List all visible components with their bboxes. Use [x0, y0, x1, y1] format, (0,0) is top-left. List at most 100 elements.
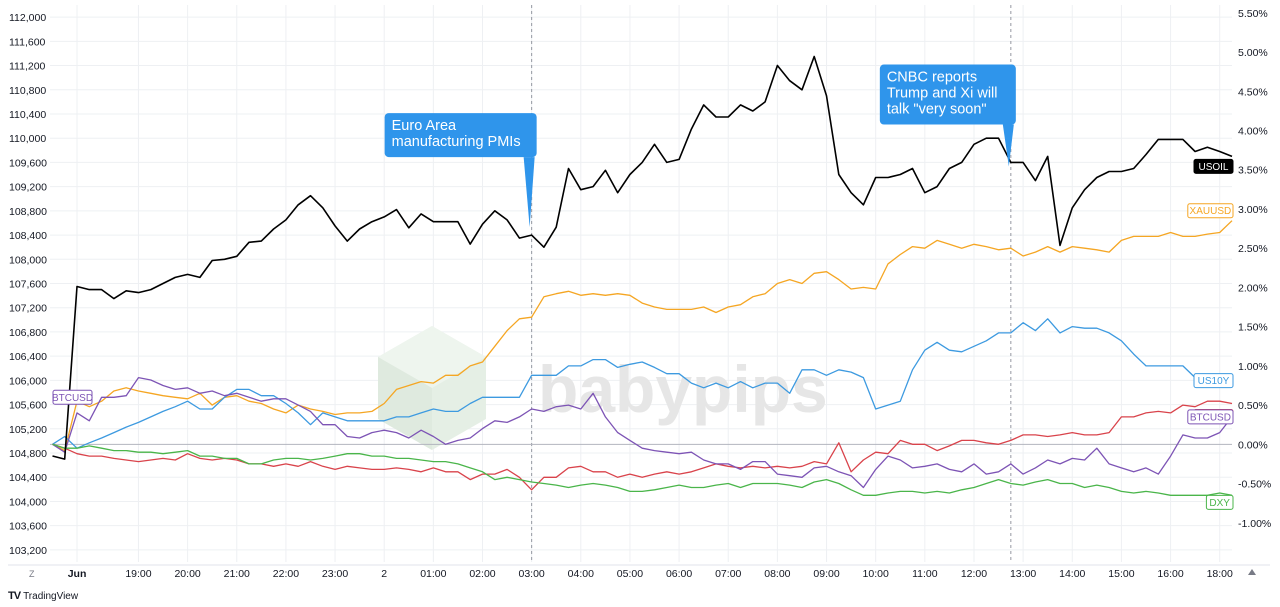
right-axis-tick: 1.00%	[1238, 361, 1268, 373]
time-axis-tick: 18:00	[1207, 568, 1233, 580]
right-axis-tick: 4.50%	[1238, 86, 1268, 98]
time-axis-tick: 12:00	[961, 568, 987, 580]
watermark-text: babypips	[538, 352, 828, 426]
babypips-cube-logo-icon	[378, 326, 486, 450]
right-axis-tick: 3.00%	[1238, 204, 1268, 216]
series-line-us10y	[52, 318, 1232, 449]
left-axis-tick: 110,400	[9, 109, 46, 121]
right-percent-axis: 5.50% 5.00% 4.50% 4.00% 3.50% 3.00% 2.50% 2.00%…	[1238, 8, 1271, 530]
footer-brand-text: TradingView	[23, 590, 79, 602]
left-axis-tick: 104,400	[9, 472, 47, 484]
callout-text-line: CNBC reports	[887, 70, 977, 86]
series-tag-us10y: US10Y	[1193, 373, 1234, 389]
time-axis-tick: 05:00	[617, 568, 643, 580]
series-line-dxy	[52, 443, 1233, 496]
left-axis-tick: 104,800	[9, 448, 47, 460]
series-line-usoil	[52, 55, 1233, 460]
time-axis-tick: 09:00	[813, 568, 839, 580]
right-axis-tick: 1.50%	[1238, 322, 1268, 334]
right-axis-tick: 5.00%	[1238, 47, 1268, 59]
series-tag-btcusd: BTCUSD	[1187, 409, 1234, 425]
left-axis-tick: 106,800	[9, 327, 47, 339]
left-axis-tick: 111,600	[9, 36, 46, 48]
time-axis-tick: 01:00	[420, 568, 446, 580]
left-axis-tick: 108,800	[9, 206, 47, 218]
auto-scale-icon[interactable]	[1248, 569, 1256, 575]
series-tag-dxy: DXY	[1205, 494, 1234, 510]
series-tag-label: BTCUSD	[1190, 412, 1231, 423]
time-axis-tick: Jun	[68, 568, 87, 580]
left-axis-tick: 108,400	[9, 230, 47, 242]
time-axis-tick: 20:00	[174, 568, 200, 580]
left-axis-tick: 105,600	[9, 400, 47, 412]
left-axis-tick: 108,000	[9, 254, 47, 266]
time-axis-tick: 10:00	[863, 568, 889, 580]
left-axis-tick: 103,200	[9, 545, 47, 557]
right-axis-tick: 0.00%	[1238, 439, 1268, 451]
right-axis-tick: 2.50%	[1238, 243, 1268, 255]
left-axis-tick: 112,000	[9, 12, 46, 24]
series-tag-usoil: USOIL	[1193, 158, 1234, 174]
time-axis-tick: 07:00	[715, 568, 741, 580]
series-tag-label: XAUUSD	[1190, 206, 1232, 217]
left-axis-tick: 111,200	[9, 61, 46, 73]
left-axis-tick: 109,600	[9, 157, 47, 169]
time-axis-tick: 16:00	[1157, 568, 1183, 580]
left-axis-tick: 110,000	[9, 133, 46, 145]
callout-text-line: Euro Area	[392, 118, 457, 134]
callout-text-line: manufacturing PMIs	[392, 134, 521, 150]
left-axis-tick: 107,600	[9, 279, 47, 291]
time-axis-tick: 03:00	[519, 568, 545, 580]
right-axis-tick: -0.50%	[1238, 479, 1271, 491]
series-tag-label: DXY	[1209, 498, 1230, 509]
series-line-xauusd	[52, 220, 1233, 452]
time-axis-tick: 06:00	[666, 568, 692, 580]
left-axis-tick: 106,400	[9, 351, 47, 363]
series-tag-label: US10Y	[1198, 376, 1230, 387]
right-axis-tick: 3.50%	[1238, 165, 1268, 177]
left-price-axis: 112,000 111,600 111,200 110,800 110,400 110,0…	[9, 12, 47, 557]
time-axis-tick: 2	[381, 568, 387, 580]
series-line-btcusd	[52, 376, 1233, 489]
timezone-corner-button[interactable]: Z	[29, 569, 35, 579]
time-axis-tick: 08:00	[764, 568, 790, 580]
tradingview-logo-icon: TV	[8, 590, 21, 602]
right-axis-tick: 0.50%	[1238, 400, 1268, 412]
right-axis-tick: 5.50%	[1238, 8, 1268, 20]
time-axis-tick: 19:00	[125, 568, 151, 580]
time-axis-tick: 15:00	[1108, 568, 1134, 580]
time-axis-tick: 11:00	[912, 568, 938, 580]
left-axis-tick: 107,200	[9, 303, 47, 315]
time-axis-tick: 22:00	[273, 568, 299, 580]
callout-text-line: Trump and Xi will	[887, 86, 998, 102]
footer-brand: TV TradingView	[8, 590, 78, 602]
time-axis-tick: 13:00	[1010, 568, 1036, 580]
babypips-watermark: babypips	[378, 326, 828, 450]
right-axis-tick: 2.00%	[1238, 282, 1268, 294]
series-tag-label: BTCUSD	[52, 393, 93, 404]
grid	[50, 5, 1232, 562]
right-axis-tick: -1.00%	[1238, 518, 1271, 530]
time-axis-tick: 23:00	[322, 568, 348, 580]
time-axis-tick: 02:00	[469, 568, 495, 580]
time-axis-tick: 21:00	[224, 568, 250, 580]
left-axis-tick: 105,200	[9, 424, 47, 436]
series-tag-label: USOIL	[1198, 162, 1228, 173]
callout-text-line: talk "very soon"	[887, 102, 987, 118]
left-axis-tick: 110,800	[9, 85, 46, 97]
left-axis-tick: 106,000	[9, 375, 47, 387]
series-lines	[52, 55, 1233, 496]
left-axis-tick: 109,200	[9, 182, 47, 194]
left-axis-tick: 104,000	[9, 496, 47, 508]
series-tag-btcusd-start: BTCUSD	[52, 389, 93, 405]
left-axis-tick: 103,600	[9, 521, 47, 533]
right-axis-tick: 4.00%	[1238, 126, 1268, 138]
time-axis-tick: 04:00	[568, 568, 594, 580]
time-axis-tick: 14:00	[1059, 568, 1085, 580]
series-tag-xauusd: XAUUSD	[1187, 203, 1234, 219]
time-axis: Jun 19:00 20:00 21:00 22:00 23:00 2 01:00 02:00 0…	[8, 564, 1270, 580]
